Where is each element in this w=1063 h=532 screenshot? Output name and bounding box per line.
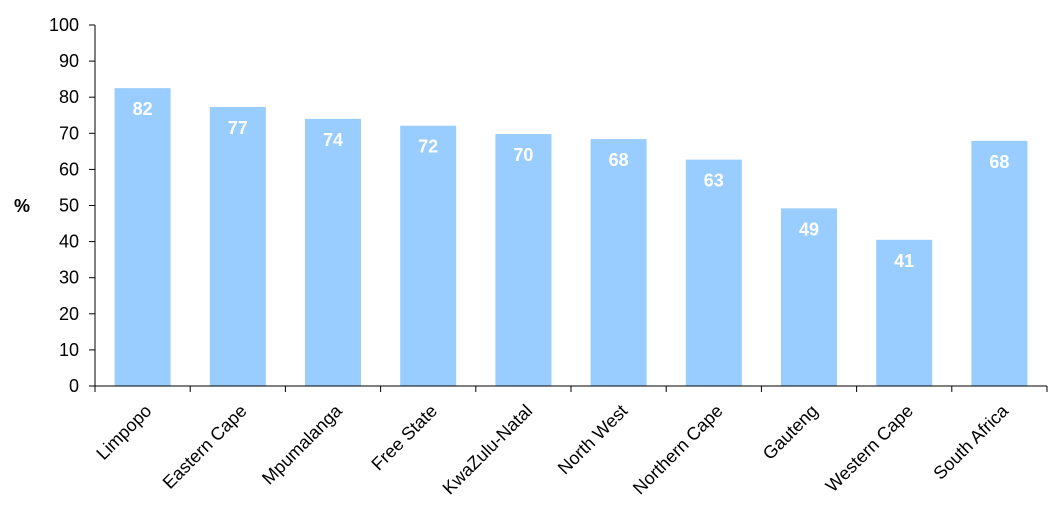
x-tick-label: Gauteng: [759, 401, 822, 464]
data-label: 49: [799, 219, 819, 239]
data-label: 74: [323, 130, 343, 150]
bar: [209, 106, 266, 387]
bar: [590, 139, 647, 386]
y-tick-label: 10: [59, 340, 79, 360]
x-tick-label: Western Cape: [822, 401, 917, 496]
y-axis: 0 10 20 30 40 50 60 70 80 90 100: [49, 15, 96, 396]
x-axis: Limpopo Eastern Cape Mpumalanga Free StateK…: [92, 385, 1048, 499]
data-label: 68: [609, 150, 629, 170]
data-label: 68: [989, 152, 1009, 172]
bar: [781, 208, 837, 386]
y-tick-label: 50: [59, 196, 79, 216]
x-tick-label: North West: [554, 401, 632, 479]
y-tick-label: 20: [59, 304, 79, 324]
y-tick-label: 90: [59, 51, 79, 71]
x-tick-label: Eastern Cape: [159, 401, 251, 493]
data-label: 72: [418, 137, 438, 157]
data-label: 41: [894, 251, 914, 271]
y-tick-label: 0: [69, 376, 79, 396]
y-tick-label: 70: [59, 123, 79, 143]
x-tick-label: Limpopo: [92, 401, 155, 464]
bars: 82 77 74 72 70 68 63 49 41 68: [114, 88, 1028, 387]
bar: [114, 88, 171, 387]
y-tick-label: 80: [59, 87, 79, 107]
x-tick-label: Free State: [367, 401, 441, 475]
x-tick-label: Northern Cape: [629, 401, 727, 499]
bar: [685, 159, 742, 386]
y-axis-label: %: [14, 196, 30, 216]
y-tick-label: 100: [49, 15, 79, 35]
bar: [400, 125, 457, 387]
x-tick-label: KwaZulu-Natal: [439, 401, 537, 499]
bar: [495, 134, 552, 386]
y-tick-label: 60: [59, 159, 79, 179]
bar: [971, 140, 1028, 386]
bar: [305, 118, 361, 387]
y-tick-label: 40: [59, 232, 79, 252]
bar: [876, 239, 933, 386]
x-tick-label: South Africa: [929, 400, 1012, 483]
data-label: 70: [513, 145, 533, 165]
data-label: 82: [133, 99, 153, 119]
x-tick-label: Mpumalanga: [258, 400, 346, 488]
data-label: 63: [704, 171, 724, 191]
data-label: 77: [228, 118, 248, 138]
y-tick-label: 30: [59, 268, 79, 288]
